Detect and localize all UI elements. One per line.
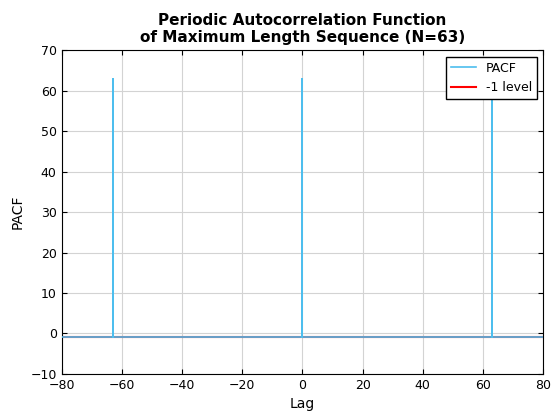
PACF bbox=[489, 335, 496, 340]
PACF bbox=[489, 76, 496, 81]
PACF bbox=[109, 76, 116, 81]
PACF bbox=[58, 335, 65, 340]
PACF bbox=[299, 335, 306, 340]
Y-axis label: PACF: PACF bbox=[11, 195, 25, 229]
PACF bbox=[299, 76, 306, 81]
X-axis label: Lag: Lag bbox=[290, 397, 315, 411]
PACF bbox=[489, 335, 496, 340]
PACF bbox=[109, 335, 116, 340]
Title: Periodic Autocorrelation Function
of Maximum Length Sequence (N=63): Periodic Autocorrelation Function of Max… bbox=[140, 13, 465, 45]
PACF bbox=[109, 335, 116, 340]
Legend: PACF, -1 level: PACF, -1 level bbox=[446, 57, 537, 99]
PACF bbox=[109, 335, 116, 340]
PACF bbox=[540, 335, 547, 340]
PACF bbox=[299, 335, 306, 340]
PACF bbox=[489, 335, 496, 340]
PACF bbox=[299, 335, 306, 340]
Line: PACF: PACF bbox=[62, 79, 543, 337]
